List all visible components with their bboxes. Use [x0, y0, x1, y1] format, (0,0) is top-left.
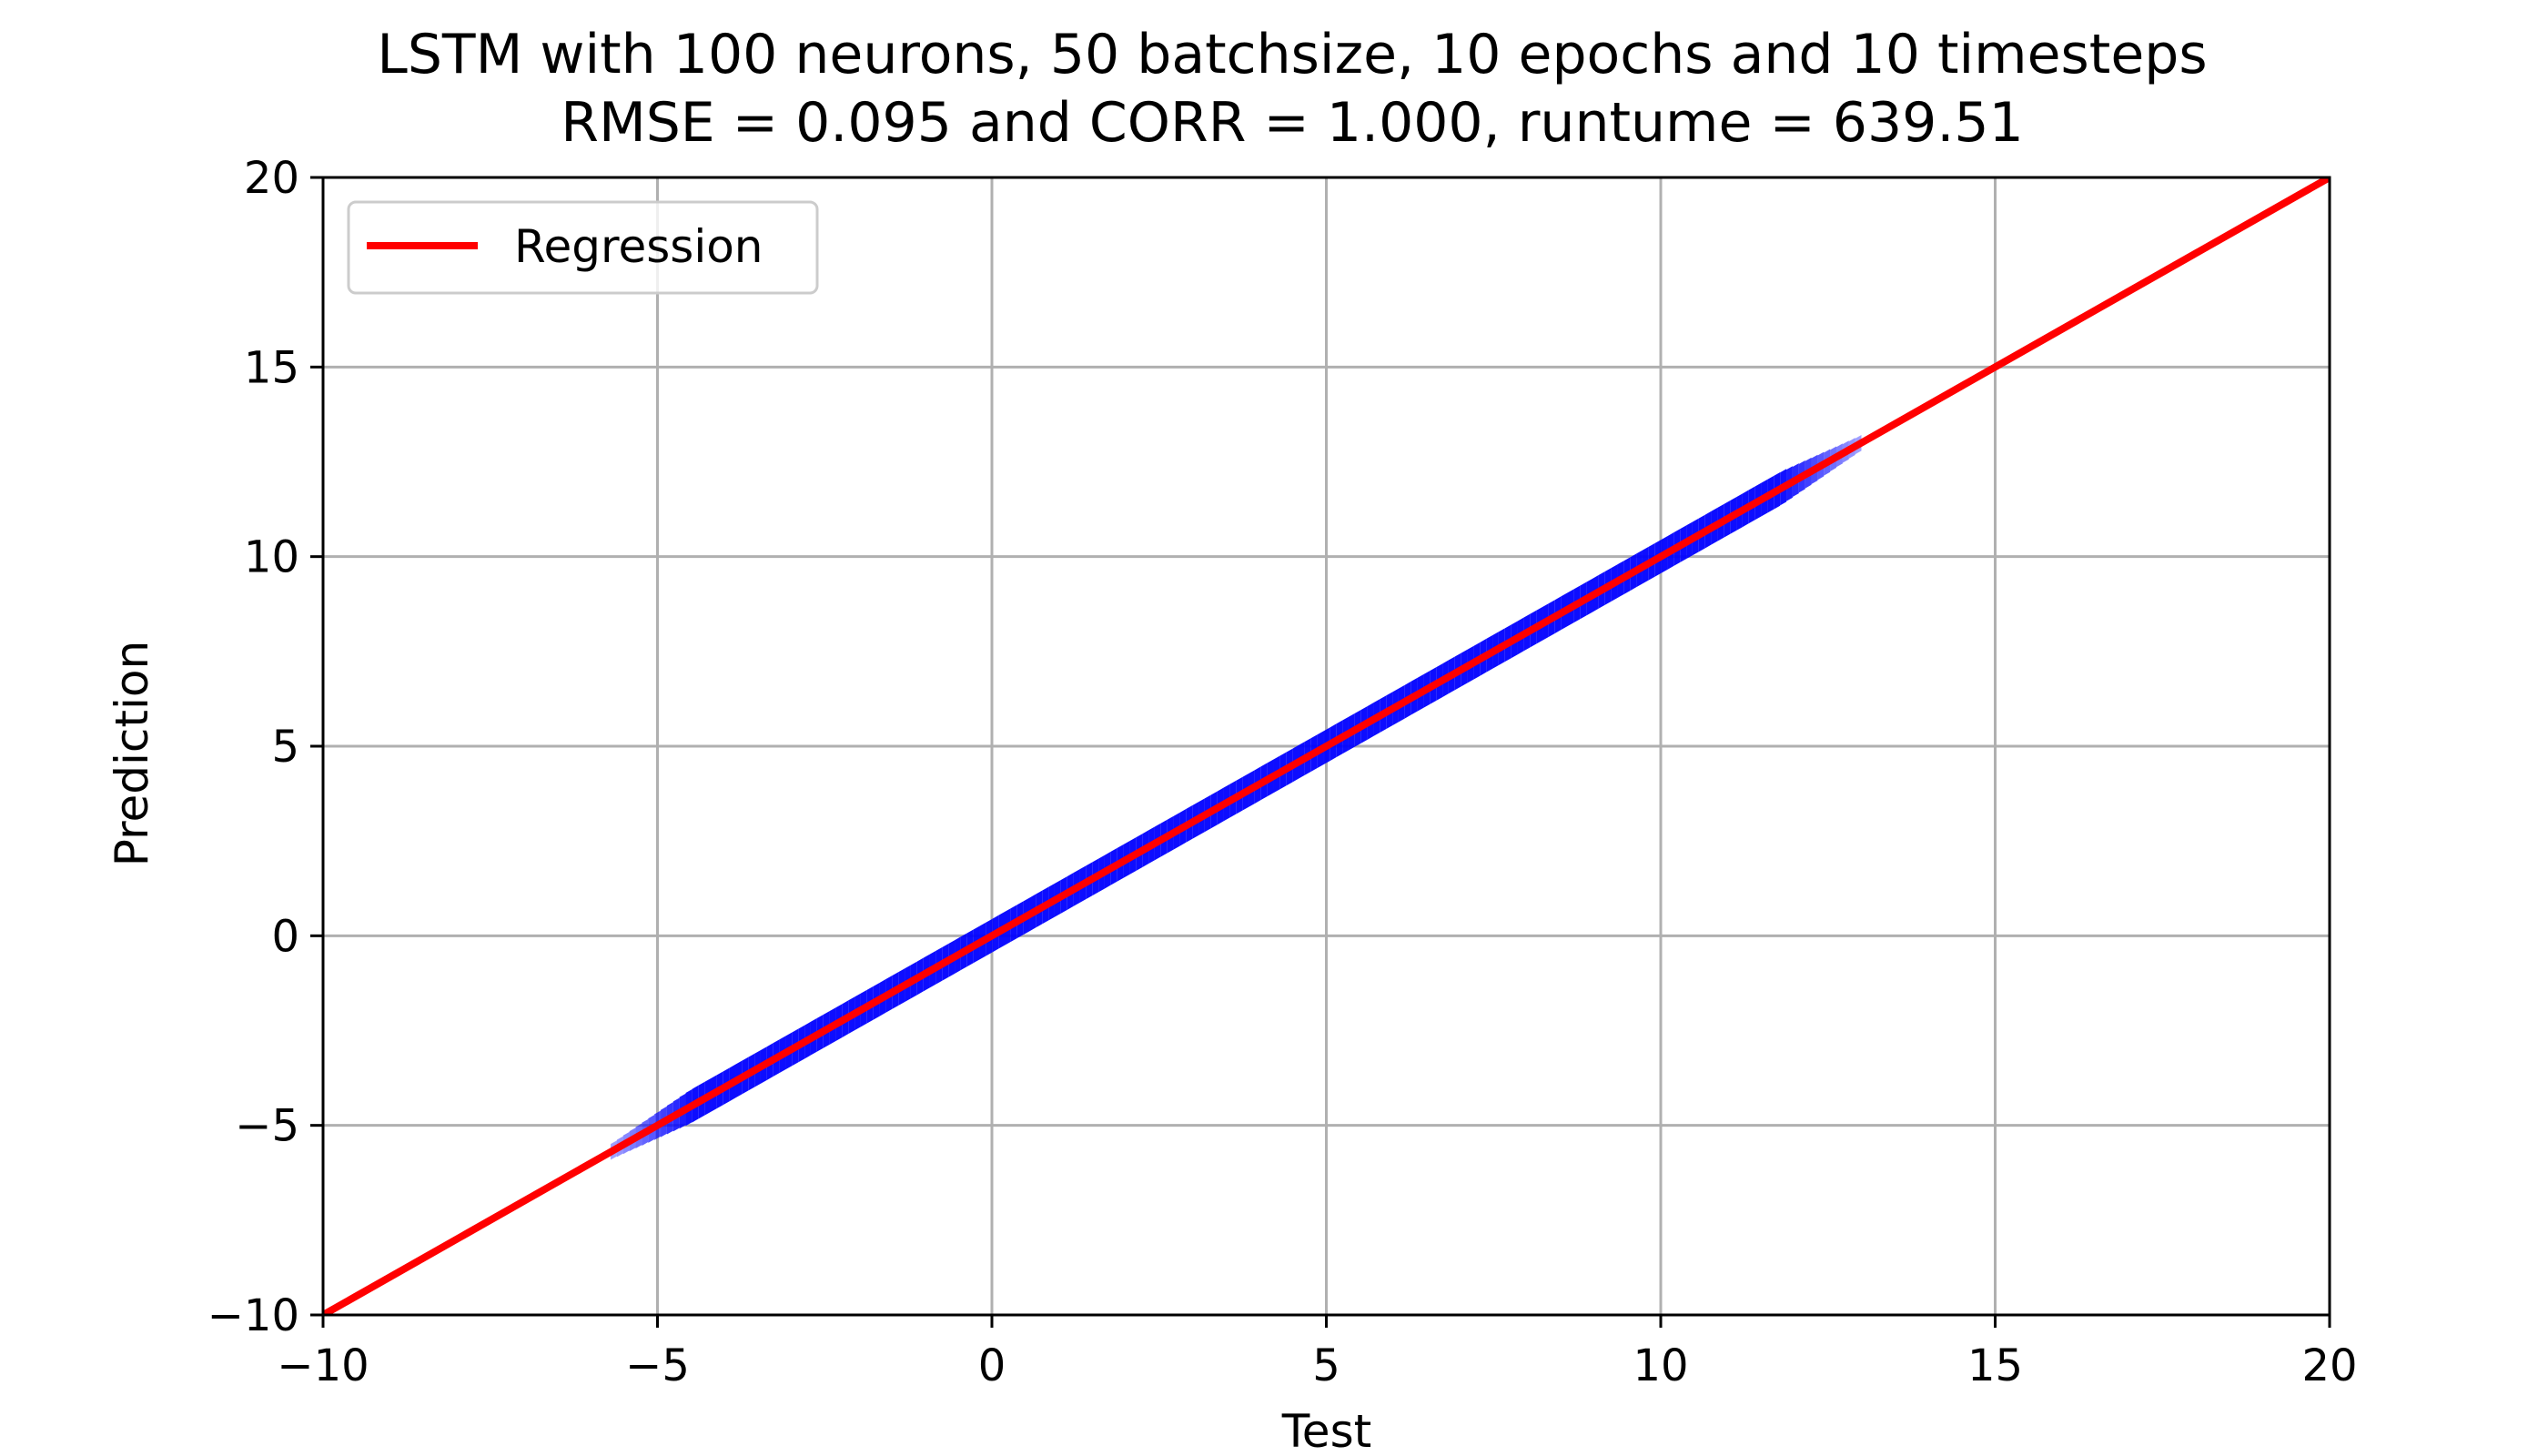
y-axis-ticks: −10 −5 0 5 10 15 20 — [207, 153, 323, 1341]
y-axis-label: Prediction — [106, 641, 158, 866]
y-tick-label: −10 — [207, 1290, 299, 1341]
y-tick-label: −5 — [235, 1101, 299, 1152]
legend-label-regression: Regression — [514, 220, 763, 273]
regression-line-group — [323, 177, 2330, 1315]
x-tick-label: −5 — [625, 1340, 690, 1391]
x-axis-label: Test — [1281, 1405, 1371, 1456]
x-tick-label: −10 — [277, 1340, 369, 1391]
regression-line — [323, 177, 2330, 1315]
y-tick-label: 0 — [271, 911, 299, 962]
x-tick-label: 0 — [978, 1340, 1006, 1391]
y-tick-label: 5 — [271, 722, 299, 773]
legend: Regression — [347, 200, 819, 295]
x-tick-label: 10 — [1633, 1340, 1688, 1391]
y-tick-label: 15 — [244, 342, 299, 393]
y-tick-label: 20 — [244, 153, 299, 204]
x-axis-ticks: −10 −5 0 5 10 15 20 — [277, 1315, 2358, 1391]
chart-title: LSTM with 100 neurons, 50 batchsize, 10 … — [377, 23, 2207, 86]
x-tick-label: 15 — [1967, 1340, 2023, 1391]
y-tick-label: 10 — [244, 532, 299, 583]
x-tick-label: 20 — [2301, 1340, 2357, 1391]
legend-box — [347, 200, 819, 295]
x-tick-label: 5 — [1312, 1340, 1340, 1391]
chart-subtitle: RMSE = 0.095 and CORR = 1.000, runtume =… — [561, 91, 2024, 155]
